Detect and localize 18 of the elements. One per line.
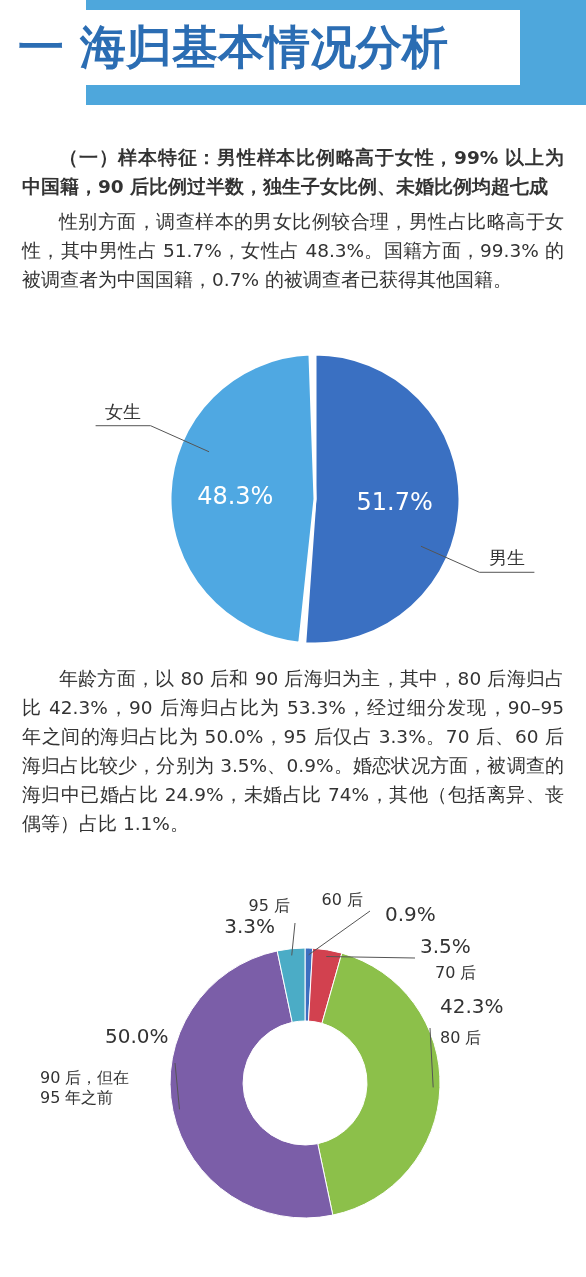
slice-label: 95 后 (248, 896, 290, 915)
chart-subtitle: （一）样本特征：男性样本比例略高于女性，99% 以上为中国籍，90 后比例过半数，独生子女比例、未婚比例均超七成 (22, 146, 564, 199)
data-label: 48.3% (197, 482, 274, 511)
data-label: 51.7% (356, 487, 433, 516)
data-label: 42.3% (440, 994, 504, 1018)
slice-label: 女生 (105, 400, 142, 422)
chart-title: 一 海归基本情况分析 (17, 18, 449, 76)
text: 年龄方面，以 80 后和 90 后海归为主，其中，80 后海归占比 42.3%，90 后海归占比为 53.3%，经过细分发现，90–95 年之间的海归占比为 50.0%，95 后仅占 3.3%。70 后、60 后海归占比较少，分别为 3.5%、0.9%。婚恋状况方面，被调查的海归中已婚占比 24.9%，未婚占比 74%，其他（包括离异、丧偶等）占比 1.1%。 (22, 667, 564, 836)
slice-label: 男生 (488, 547, 525, 569)
slice-label: 80 后 (440, 1028, 482, 1047)
data-label: 50.0% (105, 1024, 169, 1048)
slice-label: 60 后 (321, 890, 363, 909)
slice-label: 70 后 (435, 963, 477, 982)
slice-label: 90 后，但在 95 年之前 (40, 1068, 130, 1107)
data-label: 3.5% (420, 934, 471, 958)
text: 性别方面，调查样本的男女比例较合理，男性占比略高于女性，其中男性占 51.7%，女性占 48.3%。国籍方面，99.3% 的被调查者为中国国籍，0.7% 的被调查者已获得其他国籍。 (22, 210, 564, 292)
data-label: 0.9% (385, 902, 436, 926)
data-label: 3.3% (224, 914, 275, 938)
